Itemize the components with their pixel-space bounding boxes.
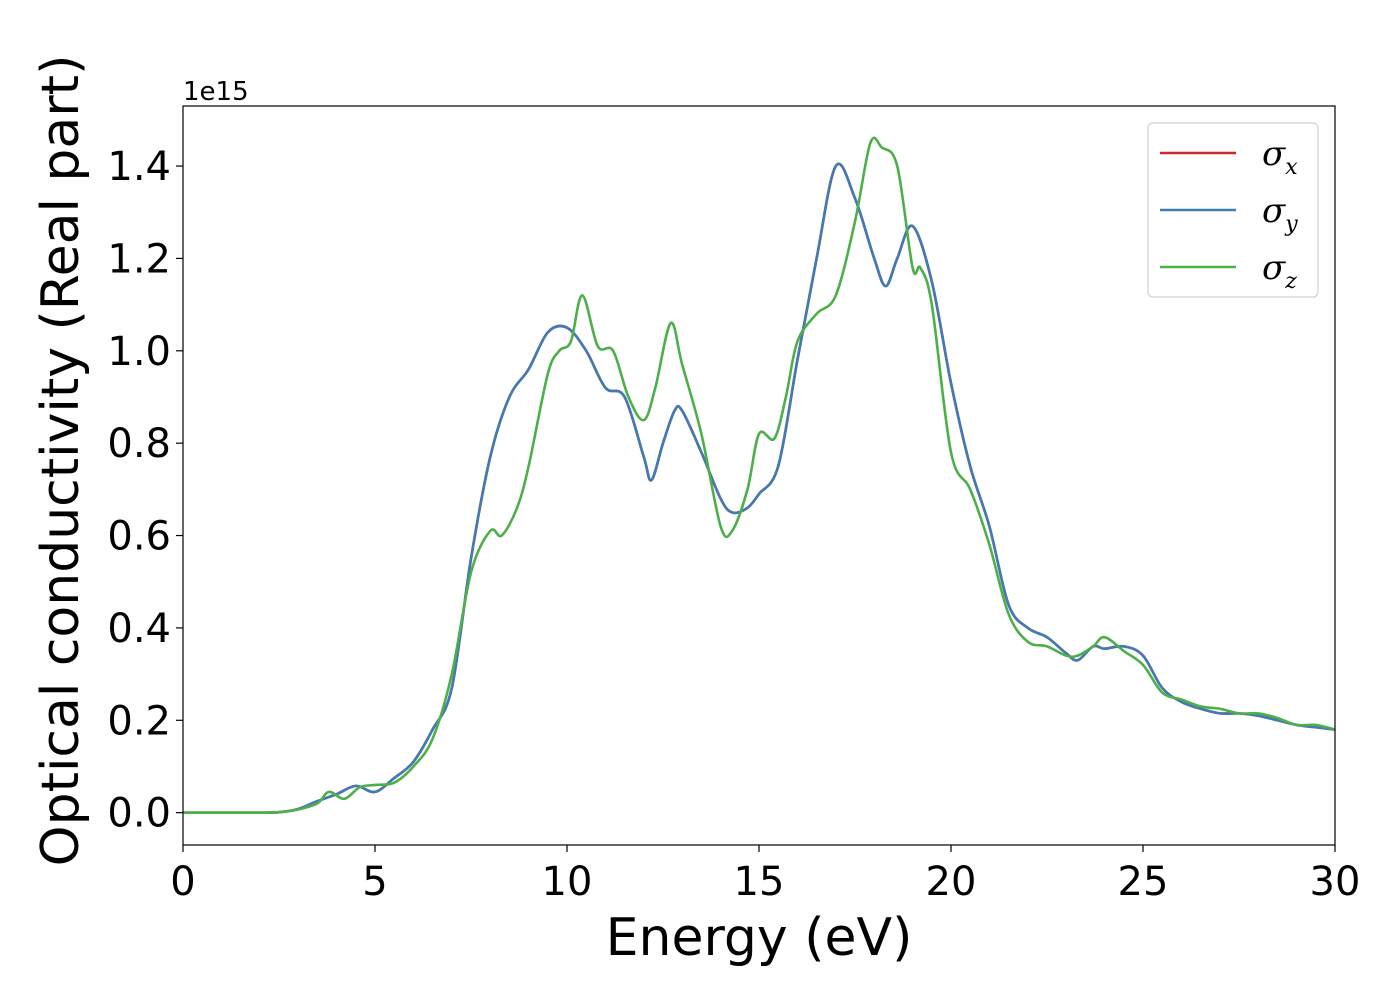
x-tick-label: 10 bbox=[542, 859, 593, 905]
y-tick-label: 0.0 bbox=[107, 791, 171, 837]
y-offset-label: 1e15 bbox=[183, 77, 249, 107]
legend-label-x: σx bbox=[1262, 134, 1298, 180]
y-axis-label: Optical conductivity (Real part) bbox=[31, 55, 91, 867]
y-tick-label: 1.2 bbox=[107, 236, 171, 282]
x-tick-label: 0 bbox=[170, 859, 195, 905]
x-axis-label: Energy (eV) bbox=[606, 908, 913, 968]
y-tick-label: 0.8 bbox=[107, 421, 171, 467]
y-tick-label: 0.4 bbox=[107, 606, 171, 652]
y-tick-label: 0.6 bbox=[107, 514, 171, 560]
series-line-y bbox=[183, 162, 1335, 815]
x-tick-label: 5 bbox=[362, 859, 387, 905]
y-tick-label: 1.4 bbox=[107, 144, 171, 190]
y-tick-label: 1.0 bbox=[107, 329, 171, 375]
series-layer bbox=[183, 136, 1335, 815]
y-axis-ticks: 0.0 0.2 0.4 0.6 0.8 1.0 1.2 1.4 bbox=[107, 144, 183, 837]
x-tick-label: 30 bbox=[1310, 859, 1361, 905]
x-tick-label: 20 bbox=[926, 859, 977, 905]
series-line-z bbox=[183, 136, 1335, 815]
x-tick-label: 15 bbox=[734, 859, 785, 905]
legend-label-z: σz bbox=[1262, 248, 1297, 294]
legend-label-y: σy bbox=[1262, 191, 1298, 237]
legend: σx σy σz bbox=[1147, 122, 1319, 298]
x-tick-label: 25 bbox=[1118, 859, 1169, 905]
y-tick-label: 0.2 bbox=[107, 698, 171, 744]
x-axis-ticks: 0 5 10 15 20 25 30 bbox=[170, 845, 1360, 905]
